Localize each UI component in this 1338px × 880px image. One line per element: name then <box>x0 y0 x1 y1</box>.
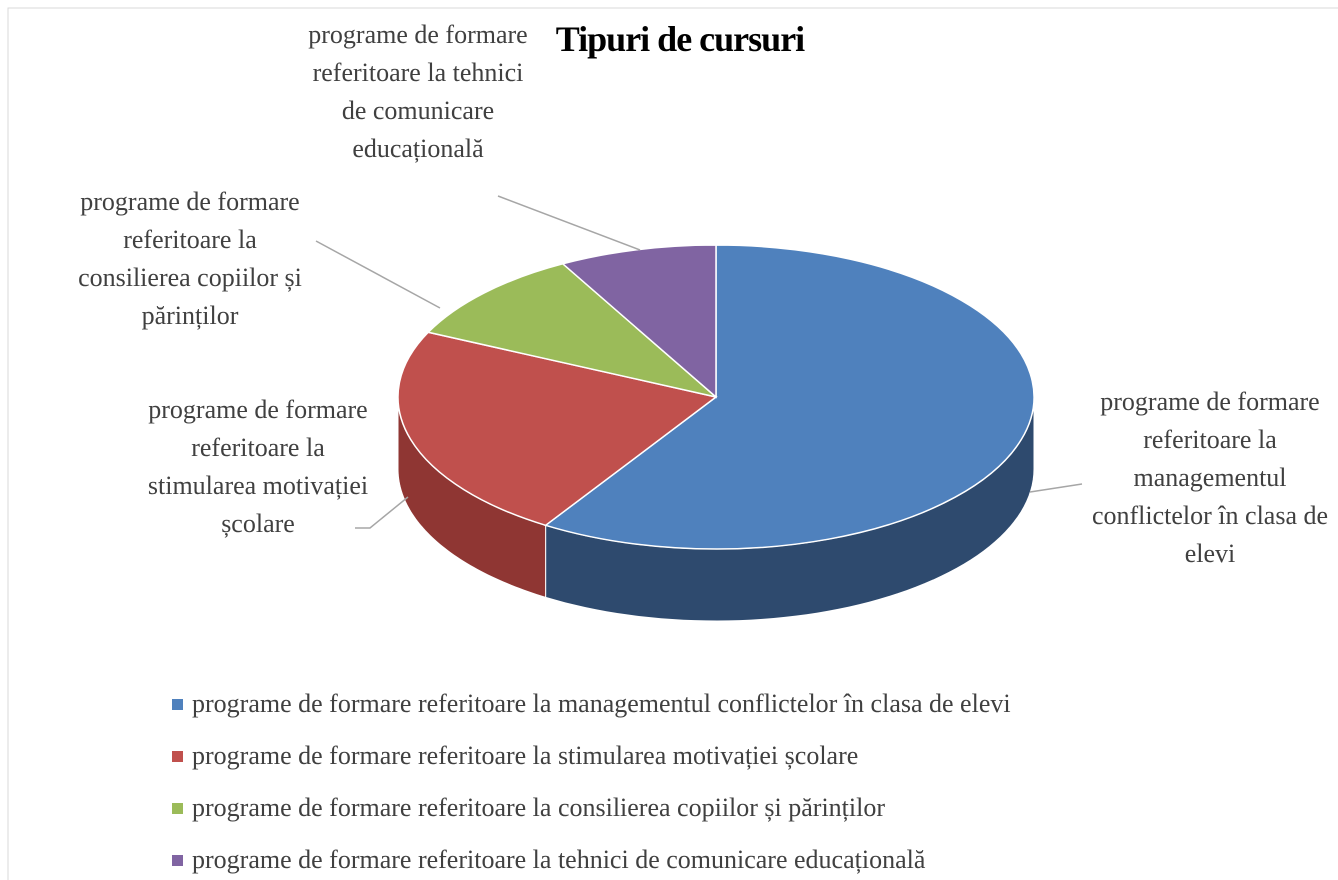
slice <box>426 262 717 398</box>
legend-label: programe de formare referitoare la manag… <box>192 689 1011 718</box>
slice <box>561 244 717 399</box>
leader-line <box>497 195 641 251</box>
chart-border <box>7 7 1338 880</box>
legend-item: programe de formare referitoare la tehni… <box>172 834 1011 880</box>
legend-item: programe de formare referitoare la consi… <box>172 782 1011 834</box>
legend-item: programe de formare referitoare la stimu… <box>172 730 1011 782</box>
legend-label: programe de formare referitoare la consi… <box>192 793 886 822</box>
legend-item: programe de formare referitoare la manag… <box>172 678 1011 730</box>
data-label: programe de formare referitoare la tehni… <box>308 20 528 163</box>
leader-line <box>315 240 441 309</box>
leader-line <box>355 496 409 529</box>
legend-swatch <box>172 698 183 710</box>
data-label: programe de formare referitoare la consi… <box>78 187 302 330</box>
legend-swatch <box>172 750 183 762</box>
data-label: programe de formare referitoare la stimu… <box>147 395 369 538</box>
leader-lines <box>315 195 1083 529</box>
slice <box>543 244 1035 550</box>
leader-line <box>1029 483 1083 493</box>
legend-label: programe de formare referitoare la stimu… <box>192 741 859 770</box>
legend-swatch <box>172 802 183 814</box>
pie <box>397 244 1035 622</box>
slice <box>397 331 718 527</box>
legend-swatch <box>172 854 183 866</box>
legend-label: programe de formare referitoare la tehni… <box>192 845 926 874</box>
data-label: programe de formare referitoare la manag… <box>1091 387 1329 568</box>
chart-title: Tipuri de cursuri <box>555 19 805 59</box>
legend: programe de formare referitoare la manag… <box>172 678 1011 880</box>
